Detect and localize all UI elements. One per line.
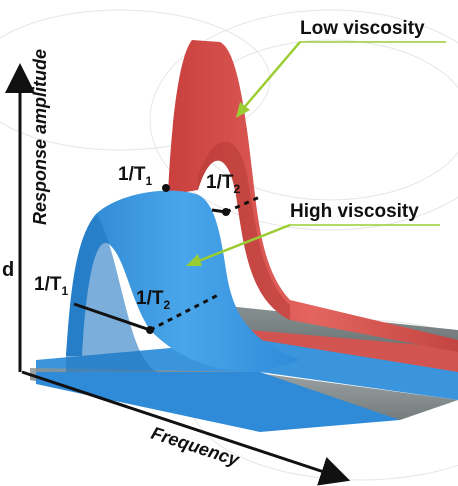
low-viscosity-label: Low viscosity [300, 18, 425, 39]
high-viscosity-callout-arrowhead [186, 254, 202, 266]
high-t1-label: 1/T1 [34, 274, 68, 298]
high-viscosity-peak [66, 190, 300, 372]
low-t1-label: 1/T1 [118, 164, 152, 188]
high-t2-dot [146, 326, 154, 334]
low-width-dotted [225, 194, 263, 214]
y-axis-label: Response amplitude [30, 49, 50, 225]
low-viscosity-callout-arrow [241, 41, 301, 111]
high-width-line [73, 302, 151, 332]
low-t1-dot [162, 184, 170, 192]
low-viscosity-floor [250, 330, 458, 372]
high-viscosity-label: High viscosity [290, 201, 419, 222]
low-viscosity-peak-side [198, 141, 290, 320]
high-width-dotted [149, 292, 221, 332]
low-t2-dot [222, 208, 230, 216]
low-t2-label: 1/T2 [206, 172, 240, 196]
high-t2-label: 1/T2 [136, 288, 170, 312]
high-viscosity-peak-front [66, 214, 160, 372]
partial-left-text: d [2, 259, 14, 281]
low-viscosity-callout-arrowhead [236, 102, 250, 118]
high-viscosity-callout-arrow [195, 223, 291, 264]
high-viscosity-floor-front [36, 372, 400, 432]
low-viscosity-peak [168, 40, 458, 352]
x-axis [21, 370, 351, 486]
